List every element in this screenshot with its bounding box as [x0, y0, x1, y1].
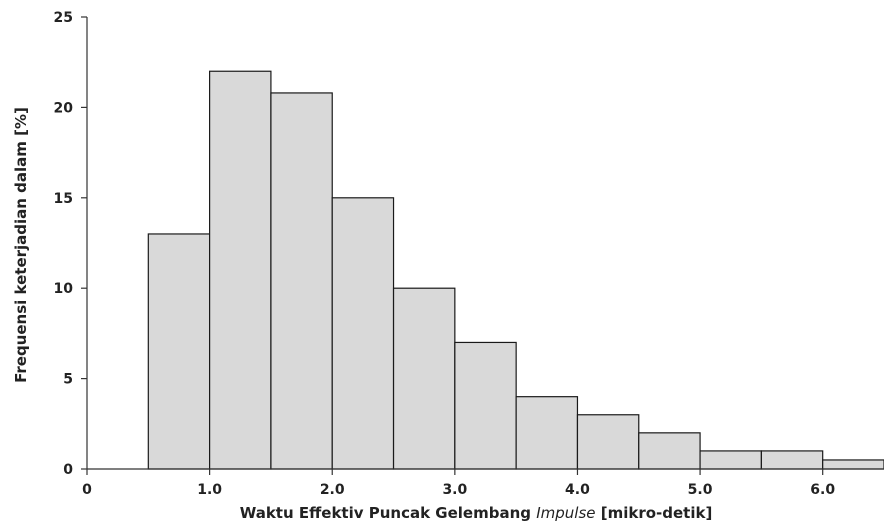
x-tick-label: 2.0: [320, 482, 345, 498]
y-tick-label: 20: [54, 100, 74, 116]
x-tick-label: 3.0: [442, 482, 467, 498]
x-tick-label: 5.0: [688, 482, 713, 498]
x-tick-label: 4.0: [565, 482, 590, 498]
histogram-bar-11: [822, 459, 884, 470]
histogram-bar-8: [638, 432, 701, 470]
axes-group: 0 5 10 15 20 25 0 1.0 2.0 3.0 4.0 5.0 6.0: [54, 10, 884, 498]
histogram-bar-4: [392, 287, 456, 470]
y-tick-label: 25: [54, 10, 73, 26]
histogram-bar-10: [760, 450, 824, 470]
histogram-bar-5: [454, 341, 517, 470]
histogram-bar-2: [270, 92, 333, 470]
histogram-bar-7: [576, 414, 640, 470]
bars-group: [147, 70, 884, 470]
histogram-bar-6: [515, 396, 579, 470]
x-tick-label: 0: [82, 482, 92, 498]
histogram-bar-9: [699, 450, 762, 470]
x-tick-label: 6.0: [810, 482, 835, 498]
y-tick-label: 15: [54, 191, 73, 207]
histogram-bar-3: [331, 197, 395, 470]
y-tick-label: 0: [63, 462, 73, 478]
histogram-bar-0: [147, 233, 211, 470]
y-tick-label: 10: [54, 281, 74, 297]
y-axis-title: Frequensi keterjadian dalam [%]: [12, 107, 30, 383]
x-tick-label: 1.0: [197, 482, 222, 498]
y-tick-label: 5: [63, 372, 73, 388]
x-axis-title: Waktu Effektiv Puncak Gelembang Impulse …: [240, 504, 713, 522]
histogram-bar-1: [209, 70, 272, 470]
